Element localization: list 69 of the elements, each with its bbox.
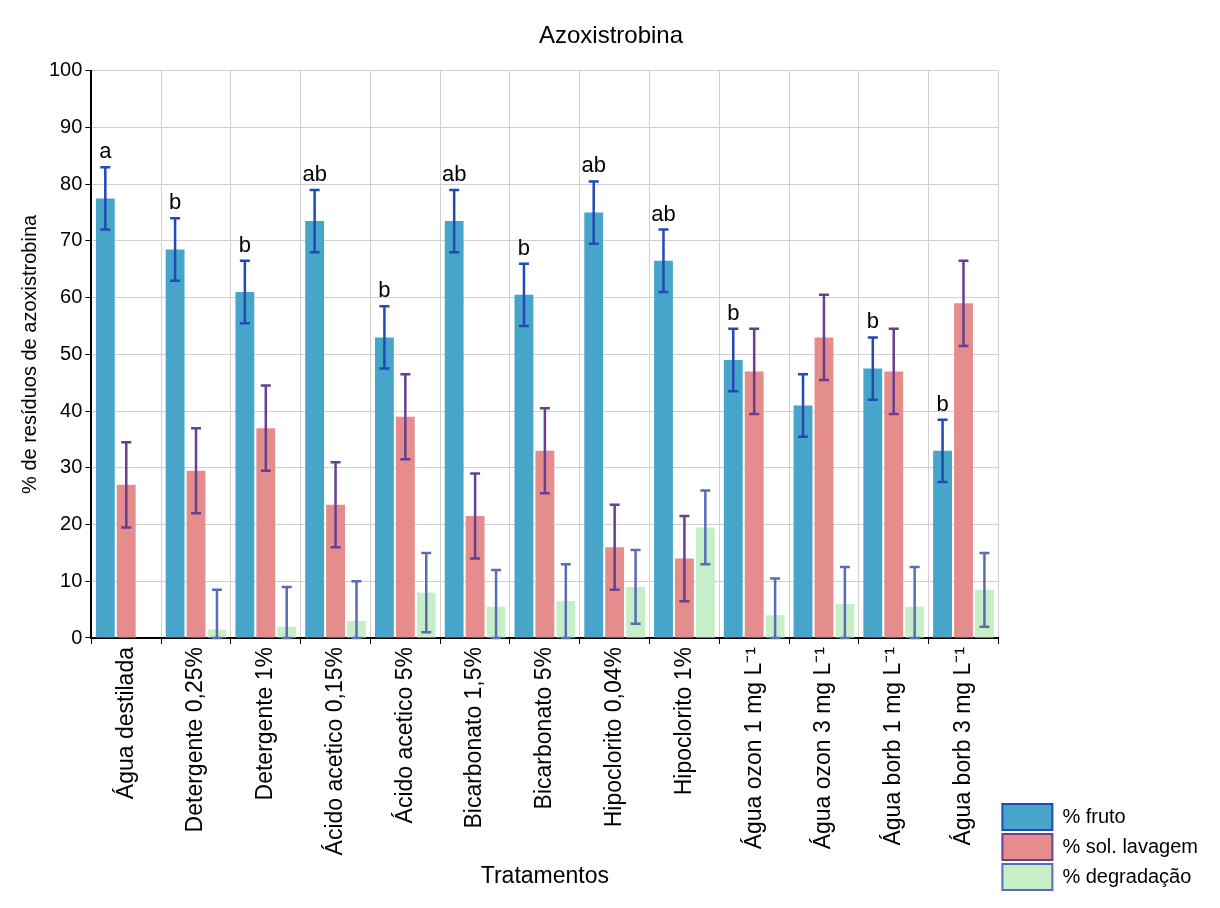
x-tick-label: Detergente 1% xyxy=(251,647,278,801)
y-tick-label: 50 xyxy=(60,341,83,364)
bar xyxy=(605,547,625,638)
bar xyxy=(863,368,883,638)
x-tick-label: Água borb 1 mg L⁻¹ xyxy=(879,646,906,846)
data-label: b xyxy=(936,390,949,416)
y-tick-label: 100 xyxy=(48,58,83,81)
y-tick-label: 60 xyxy=(60,285,83,308)
legend-label: % fruto xyxy=(1062,804,1126,827)
x-tick-label: Água borb 3 mg L⁻¹ xyxy=(948,646,975,846)
y-tick-label: 30 xyxy=(60,455,83,478)
bar xyxy=(793,405,813,638)
data-label: b xyxy=(378,277,391,303)
bar xyxy=(395,416,415,638)
bar xyxy=(933,450,952,638)
y-tick-label: 20 xyxy=(60,512,83,535)
bar xyxy=(675,558,694,638)
x-tick-label: Bicarbonato 5% xyxy=(530,647,557,810)
x-tick-label: Água destilada xyxy=(111,646,138,800)
bar xyxy=(305,221,325,638)
data-label: ab xyxy=(651,200,676,226)
bar xyxy=(814,337,834,638)
bar xyxy=(256,428,276,638)
x-tick-label: Ácido acetico 5% xyxy=(390,647,417,824)
bar xyxy=(374,337,394,638)
x-tick-label: Água ozon 1 mg L⁻¹ xyxy=(739,646,766,850)
data-label: a xyxy=(99,138,113,164)
bar xyxy=(165,249,185,638)
y-tick-label: 40 xyxy=(60,398,83,421)
y-tick-label: 90 xyxy=(60,115,83,138)
data-label: b xyxy=(168,189,182,215)
data-label: ab xyxy=(581,152,606,178)
bar xyxy=(95,198,115,638)
bar xyxy=(116,484,136,638)
legend-label: % sol. lavagem xyxy=(1062,834,1199,857)
data-label: ab xyxy=(302,160,327,186)
bar xyxy=(954,303,973,638)
data-label: b xyxy=(238,231,251,257)
bar xyxy=(695,527,715,638)
data-label: b xyxy=(517,234,531,260)
x-tick-label: Ácido acetico 0,15% xyxy=(320,647,347,856)
y-tick-label: 70 xyxy=(60,228,83,251)
bar xyxy=(584,212,604,638)
data-label: b xyxy=(727,299,740,325)
bar xyxy=(235,292,255,638)
bar xyxy=(744,371,764,638)
bar xyxy=(535,450,555,638)
bar xyxy=(514,294,534,638)
y-tick-label: 0 xyxy=(71,625,83,648)
bar xyxy=(884,371,904,638)
legend-label: % degradação xyxy=(1062,864,1192,887)
y-tick-label: 10 xyxy=(60,568,83,591)
x-axis-title: Tratamentos xyxy=(480,861,610,888)
x-tick-label: Água ozon 3 mg L⁻¹ xyxy=(809,646,836,850)
x-tick-label: Hipoclorito 1% xyxy=(669,647,696,796)
bar xyxy=(186,470,206,638)
x-tick-label: Hipoclorito 0,04% xyxy=(599,647,626,828)
bar xyxy=(326,504,345,638)
x-tick-label: Bicarbonato 1,5% xyxy=(460,647,487,829)
bar xyxy=(654,260,673,638)
data-label: ab xyxy=(441,160,467,186)
bar xyxy=(444,221,464,638)
data-label: b xyxy=(866,308,879,334)
chart-title: Azoxistrobina xyxy=(538,21,684,49)
y-tick-label: 80 xyxy=(60,171,83,194)
y-axis-title: % de resíduos de azoxistrobina xyxy=(17,214,40,494)
bar xyxy=(465,516,485,638)
x-tick-label: Detergente 0,25% xyxy=(181,647,208,833)
bar xyxy=(723,360,743,638)
